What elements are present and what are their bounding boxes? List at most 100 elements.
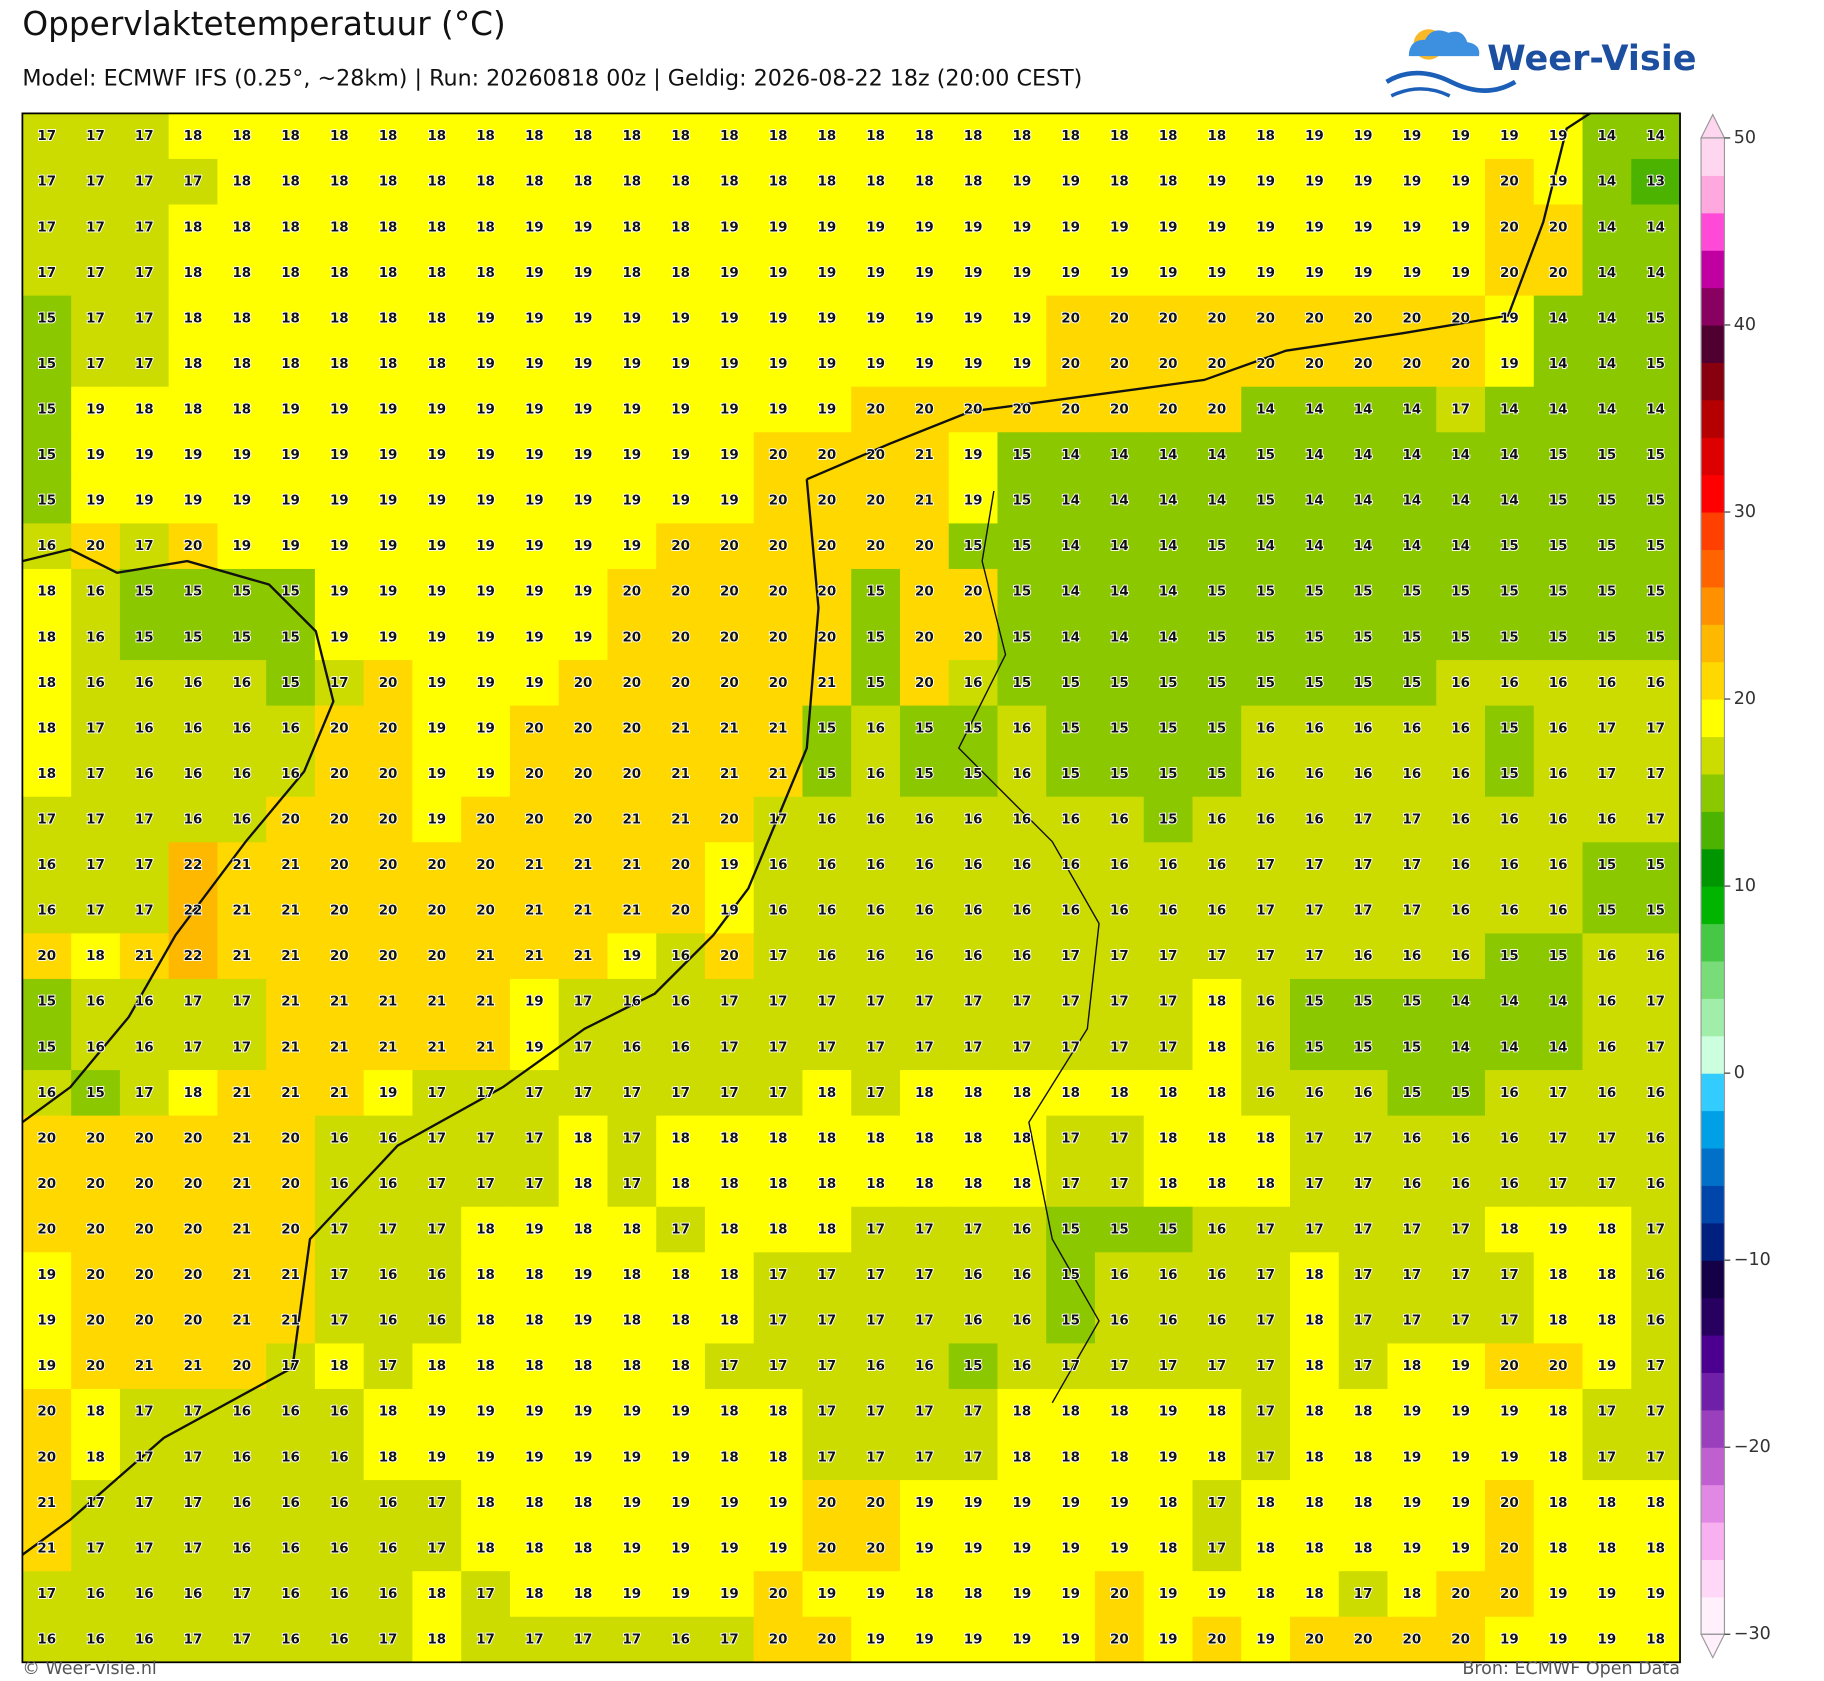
temperature-cell <box>412 1070 462 1117</box>
temperature-cell <box>899 751 950 798</box>
temperature-cell <box>1631 250 1681 297</box>
temperature-label: 15 <box>1061 767 1080 782</box>
temperature-cell <box>704 432 755 479</box>
colorbar-band <box>1701 586 1725 625</box>
temperature-label: 18 <box>1061 1086 1080 1101</box>
temperature-label: 16 <box>1646 676 1665 691</box>
temperature-label: 16 <box>1012 1268 1031 1283</box>
temperature-label: 19 <box>281 539 300 554</box>
temperature-cell <box>558 660 609 707</box>
temperature-label: 18 <box>476 1223 495 1238</box>
temperature-cell <box>1533 1434 1584 1481</box>
temperature-label: 18 <box>671 129 690 144</box>
temperature-label: 18 <box>671 1131 690 1146</box>
temperature-label: 20 <box>1208 311 1227 326</box>
temperature-label: 17 <box>769 949 788 964</box>
temperature-label: 17 <box>1549 1086 1568 1101</box>
temperature-cell <box>363 204 414 251</box>
temperature-label: 17 <box>525 1177 544 1192</box>
temperature-cell <box>71 432 121 479</box>
temperature-label: 17 <box>184 175 203 190</box>
temperature-label: 18 <box>1646 1633 1665 1648</box>
temperature-cell <box>1241 1616 1291 1663</box>
temperature-label: 20 <box>86 1359 105 1374</box>
temperature-cell <box>851 842 901 889</box>
temperature-cell <box>1338 933 1389 980</box>
temperature-cell <box>997 1252 1047 1299</box>
temperature-label: 17 <box>476 1177 495 1192</box>
temperature-label: 17 <box>817 995 836 1010</box>
temperature-cell <box>1192 796 1242 843</box>
temperature-cell <box>948 705 999 752</box>
temperature-label: 16 <box>915 858 934 873</box>
temperature-cell <box>119 1525 170 1572</box>
temperature-label: 16 <box>1256 995 1275 1010</box>
temperature-cell <box>558 1616 609 1663</box>
temperature-label: 19 <box>1208 175 1227 190</box>
temperature-cell <box>363 842 414 889</box>
temperature-label: 18 <box>1208 1450 1227 1465</box>
temperature-cell <box>1631 341 1681 388</box>
temperature-cell <box>1582 295 1632 342</box>
temperature-cell <box>1436 113 1486 160</box>
temperature-cell <box>1387 1024 1437 1071</box>
temperature-cell <box>1582 477 1632 525</box>
temperature-cell <box>461 295 511 342</box>
colorbar-band <box>1701 175 1725 214</box>
temperature-cell <box>1046 1434 1096 1481</box>
temperature-label: 17 <box>1354 1268 1373 1283</box>
temperature-cell <box>1582 614 1632 661</box>
temperature-cell <box>314 1115 365 1162</box>
temperature-cell <box>461 796 511 843</box>
temperature-cell <box>1387 523 1437 570</box>
temperature-label: 16 <box>915 949 934 964</box>
temperature-label: 19 <box>1403 1541 1422 1556</box>
temperature-cell <box>1436 705 1486 752</box>
temperature-label: 16 <box>1549 721 1568 736</box>
temperature-label: 16 <box>232 721 251 736</box>
temperature-cell <box>1387 1480 1437 1527</box>
temperature-cell <box>1289 1616 1340 1663</box>
temperature-label: 16 <box>281 767 300 782</box>
temperature-label: 18 <box>671 1268 690 1283</box>
temperature-cell <box>1387 204 1437 251</box>
temperature-label: 19 <box>1549 129 1568 144</box>
temperature-label: 15 <box>1500 949 1519 964</box>
temperature-cell <box>1094 1525 1145 1572</box>
temperature-label: 19 <box>964 494 983 509</box>
temperature-label: 18 <box>1208 995 1227 1010</box>
temperature-label: 19 <box>817 1587 836 1602</box>
temperature-cell <box>1046 1252 1096 1299</box>
temperature-cell <box>1338 796 1389 843</box>
temperature-cell <box>1436 295 1486 342</box>
temperature-label: 18 <box>184 129 203 144</box>
temperature-cell <box>1582 432 1632 479</box>
temperature-cell <box>607 751 657 798</box>
temperature-cell <box>412 842 462 889</box>
temperature-label: 20 <box>1354 311 1373 326</box>
temperature-label: 18 <box>622 129 641 144</box>
temperature-label: 18 <box>379 357 398 372</box>
temperature-cell <box>1485 1434 1535 1481</box>
temperature-label: 18 <box>379 1450 398 1465</box>
temperature-cell <box>997 1480 1047 1527</box>
temperature-cell <box>1436 796 1486 843</box>
temperature-cell <box>753 1480 804 1527</box>
temperature-cell <box>314 842 365 889</box>
temperature-cell <box>753 1206 804 1253</box>
temperature-label: 16 <box>281 1405 300 1420</box>
temperature-cell <box>509 432 560 479</box>
temperature-label: 18 <box>476 1359 495 1374</box>
temperature-label: 19 <box>1403 129 1422 144</box>
temperature-label: 19 <box>964 448 983 463</box>
temperature-label: 18 <box>720 175 739 190</box>
temperature-cell <box>704 1070 755 1117</box>
temperature-cell <box>899 1388 950 1436</box>
temperature-cell <box>509 933 560 980</box>
temperature-label: 20 <box>817 1633 836 1648</box>
temperature-label: 16 <box>330 1131 349 1146</box>
temperature-cell <box>1046 250 1096 297</box>
temperature-cell <box>1436 887 1486 935</box>
temperature-label: 20 <box>86 1131 105 1146</box>
temperature-cell <box>22 796 72 843</box>
